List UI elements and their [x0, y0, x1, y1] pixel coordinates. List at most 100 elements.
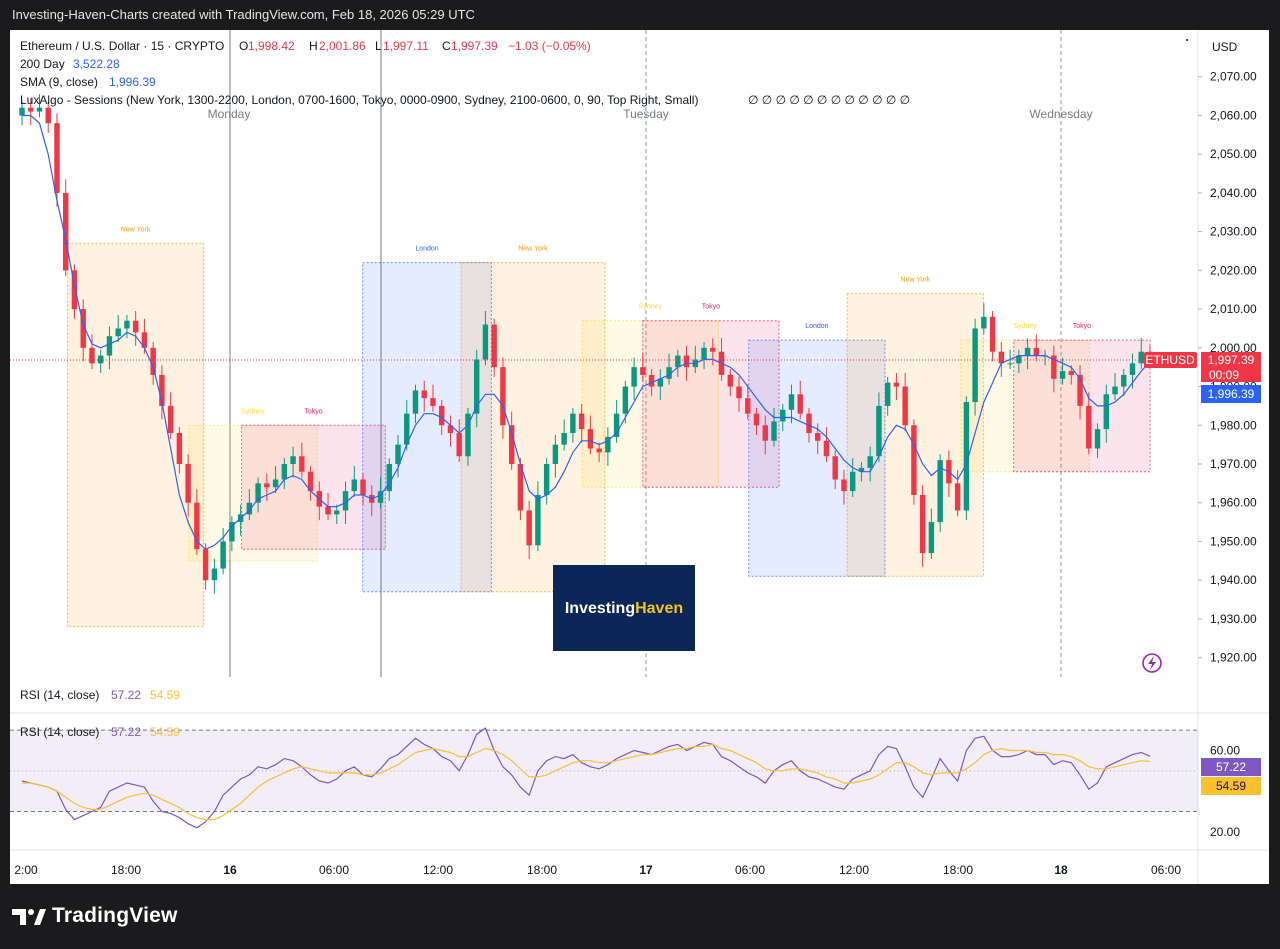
time-tick-label: 06:00 [319, 863, 349, 877]
candle-body [1033, 347, 1040, 356]
candle-body [622, 386, 629, 414]
candle-body [124, 320, 130, 329]
svg-text:ETHUSD: ETHUSD [1145, 353, 1195, 367]
session-label: London [805, 323, 828, 330]
candle-body [989, 316, 996, 352]
candle-body [797, 394, 803, 414]
candle-body [928, 522, 935, 554]
price-tick-label: 1,940.00 [1210, 573, 1257, 587]
candle-body [132, 320, 139, 333]
candle-body [115, 328, 121, 337]
price-tick-label: 2,040.00 [1210, 186, 1257, 200]
time-tick-label: 16 [223, 863, 237, 877]
candle-body [290, 456, 296, 464]
session-label: Tokyo [702, 304, 720, 311]
legend-luxalgo-values: ∅ ∅ ∅ ∅ ∅ ∅ ∅ ∅ ∅ ∅ ∅ ∅ [748, 93, 910, 107]
price-tick-label: 2,010.00 [1210, 302, 1257, 316]
candle-body [841, 479, 847, 492]
candle-body [1077, 374, 1083, 406]
candle-body [255, 483, 261, 503]
time-tick-label: 2:00 [14, 863, 38, 877]
candle-body [299, 456, 305, 472]
legend-high-label: H [309, 39, 318, 53]
rsi-legend-value: 57.22 [111, 688, 141, 702]
rsi-tag: 57.22 [1201, 758, 1261, 776]
dot-marker [1186, 39, 1188, 41]
price-tick-label: 2,020.00 [1210, 263, 1257, 277]
candle-body [45, 107, 51, 124]
day-label-monday: Monday [208, 107, 251, 121]
candle-body [500, 367, 506, 426]
price-tag-sma: 1,996.39 [1201, 385, 1261, 403]
legend-low-value: 1,997.11 [383, 39, 429, 53]
candle-body [1016, 355, 1022, 364]
currency-label[interactable]: USD [1212, 40, 1238, 54]
time-tick-label: 12:00 [839, 863, 869, 877]
candle-body [701, 347, 707, 360]
candle-body [911, 425, 917, 495]
lightning-icon[interactable] [1142, 653, 1162, 673]
svg-text:1,997.39: 1,997.39 [1208, 353, 1255, 367]
svg-text:InvestingHaven: InvestingHaven [565, 600, 683, 617]
candle-body [648, 374, 655, 387]
legend-symbol[interactable]: Ethereum / U.S. Dollar · 15 · CRYPTO [20, 39, 224, 53]
candle-body [220, 541, 226, 569]
candle-body [561, 433, 567, 445]
candle-body [106, 336, 113, 356]
price-tick-label: 2,060.00 [1210, 108, 1257, 122]
candle-body [281, 464, 288, 480]
legend-ma200-value: 3,522.28 [73, 57, 120, 71]
candle-body [710, 347, 716, 352]
legend-ma200-label[interactable]: 200 Day [20, 57, 65, 71]
candle-body [360, 479, 366, 495]
candle-body [465, 413, 471, 457]
day-label-wednesday: Wednesday [1029, 107, 1092, 121]
candle-body [89, 347, 95, 364]
session-box [748, 339, 886, 577]
price-tick-label: 2,070.00 [1210, 70, 1257, 84]
chart-svg[interactable]: New York Sydney Tokyo London New York Sydney T… [10, 30, 1269, 884]
candle-body [491, 324, 497, 368]
watermark-brand-b: Haven [635, 600, 683, 617]
candle-body [745, 398, 751, 414]
session-label: London [415, 246, 438, 253]
candle-body [1007, 363, 1013, 365]
time-tick-label: 18:00 [527, 863, 557, 877]
candle-body [605, 436, 611, 453]
footer [0, 884, 1280, 949]
candle-body [981, 316, 987, 329]
candle-body [1068, 371, 1075, 375]
candle-body [63, 192, 69, 271]
price-tick-label: 2,030.00 [1210, 225, 1257, 239]
legend-sma-label[interactable]: SMA (9, close) [20, 75, 98, 89]
candle-body [307, 471, 314, 492]
legend-open-value: 1,998.42 [248, 39, 295, 53]
rsi-pane-label[interactable]: RSI (14, close) [20, 725, 99, 739]
candle-body [150, 347, 156, 375]
candle-body [211, 568, 218, 581]
time-tick-label: 06:00 [735, 863, 765, 877]
candle-body [849, 471, 856, 492]
candle-body [780, 409, 786, 422]
legend-luxalgo[interactable]: LuxAlgo - Sessions (New York, 1300-2200,… [20, 93, 698, 107]
candle-body [788, 394, 795, 410]
rsi-tick-label: 20.00 [1210, 825, 1240, 839]
candle-body [806, 413, 812, 434]
session-label: New York [901, 277, 931, 284]
candle-body [552, 444, 559, 464]
candle-body [1024, 347, 1031, 356]
time-tick-label: 18:00 [111, 863, 141, 877]
rsi-line [21, 727, 1151, 829]
chart-header: Investing-Haven-Charts created with Trad… [12, 7, 475, 22]
candle-body [736, 386, 742, 399]
candle-body [631, 367, 637, 387]
candle-body [508, 425, 515, 464]
tradingview-logo[interactable]: TradingView [12, 904, 178, 928]
session-label: Sydney [1013, 323, 1037, 330]
rsi-legend-label[interactable]: RSI (14, close) [20, 688, 99, 702]
candle-body [1121, 374, 1127, 387]
time-tick-label: 17 [639, 863, 653, 877]
rsi-tick-label: 60.00 [1210, 744, 1240, 758]
session-box [188, 424, 318, 562]
candle-body [1112, 386, 1118, 395]
